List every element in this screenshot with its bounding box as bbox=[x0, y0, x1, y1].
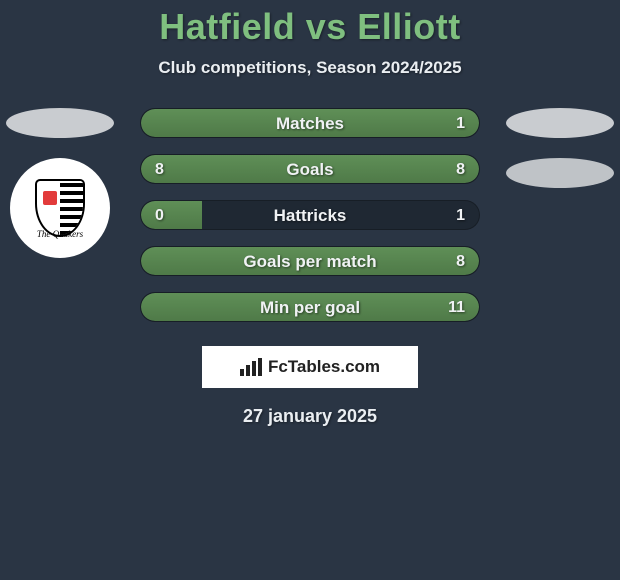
stat-bar-matches: Matches1 bbox=[140, 108, 480, 138]
left-column: The Quakers bbox=[0, 98, 120, 258]
right-player-ellipse-1 bbox=[506, 108, 614, 138]
stat-right-value: 1 bbox=[456, 201, 465, 230]
badge-inner: The Quakers bbox=[21, 169, 99, 247]
stat-bar-goals: Goals8 8 bbox=[140, 154, 480, 184]
stat-bars: Matches1Goals88Hattricks01Goals per matc… bbox=[140, 108, 480, 338]
comparison-layout: The Quakers Matches1Goals88Hattricks01Go… bbox=[0, 108, 620, 328]
stat-label: Hattricks bbox=[141, 201, 479, 230]
attribution-text: FcTables.com bbox=[268, 357, 380, 377]
right-player-ellipse-2 bbox=[506, 158, 614, 188]
stat-label: Matches bbox=[141, 109, 479, 138]
stat-bar-min-per-goal: Min per goal11 bbox=[140, 292, 480, 322]
left-player-ellipse bbox=[6, 108, 114, 138]
badge-text: The Quakers bbox=[21, 229, 99, 239]
left-club-badge: The Quakers bbox=[10, 158, 110, 258]
stat-label: Goals per match bbox=[141, 247, 479, 276]
page-title: Hatfield vs Elliott bbox=[0, 0, 620, 48]
stat-right-value: 8 bbox=[456, 247, 465, 276]
stat-label: Goals bbox=[141, 155, 479, 184]
stat-bar-hattricks: Hattricks0 1 bbox=[140, 200, 480, 230]
stat-label: Min per goal bbox=[141, 293, 479, 322]
barchart-icon bbox=[240, 358, 262, 376]
attribution-badge: FcTables.com bbox=[202, 346, 418, 388]
stat-bar-goals-per-match: Goals per match8 bbox=[140, 246, 480, 276]
right-column bbox=[500, 98, 620, 198]
stat-right-value: 8 bbox=[456, 155, 465, 184]
stat-right-value: 1 bbox=[456, 109, 465, 138]
stat-left-value: 0 bbox=[155, 201, 164, 230]
stat-right-value: 11 bbox=[448, 293, 465, 322]
stat-left-value: 8 bbox=[155, 155, 164, 184]
subtitle: Club competitions, Season 2024/2025 bbox=[0, 58, 620, 78]
date-text: 27 january 2025 bbox=[0, 406, 620, 427]
